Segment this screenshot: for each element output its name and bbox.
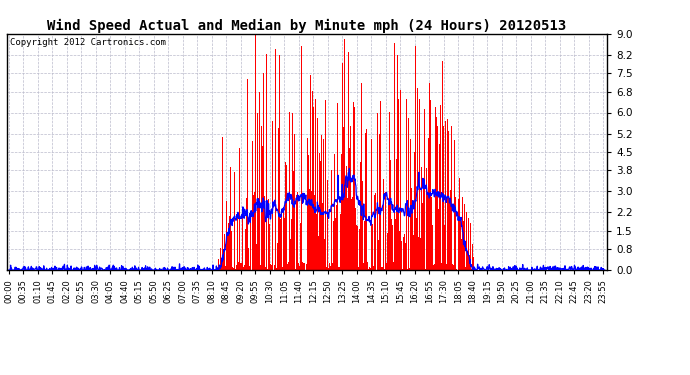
Text: Copyright 2012 Cartronics.com: Copyright 2012 Cartronics.com [10,39,166,48]
Title: Wind Speed Actual and Median by Minute mph (24 Hours) 20120513: Wind Speed Actual and Median by Minute m… [48,18,566,33]
